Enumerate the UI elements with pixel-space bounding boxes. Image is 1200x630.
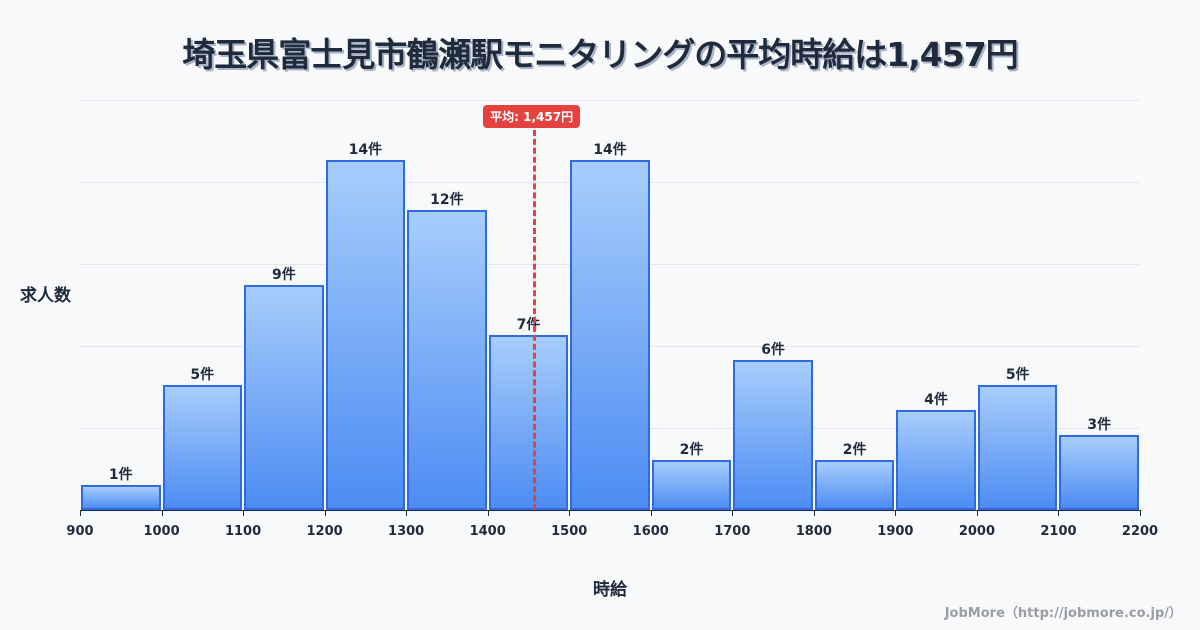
- x-tick: [813, 510, 815, 516]
- x-tick: [1140, 510, 1141, 516]
- x-tick: [1058, 510, 1060, 516]
- x-axis-line: [80, 510, 1140, 511]
- histogram-bar: [977, 385, 1058, 510]
- chart-title: 埼玉県富士見市鶴瀬駅モニタリングの平均時給は1,457円: [182, 35, 1018, 74]
- x-tick-label: 1200: [306, 524, 343, 539]
- x-tick-label: 1900: [877, 524, 914, 539]
- histogram-bar: [407, 210, 487, 510]
- x-tick-label: 2100: [1040, 524, 1077, 539]
- x-tick-label: 1000: [143, 524, 180, 539]
- x-tick: [487, 510, 489, 516]
- bar-value-label: 12件: [430, 192, 464, 208]
- histogram-bar: [814, 460, 895, 510]
- x-tick-label: 1800: [795, 524, 832, 539]
- histogram-bar: [488, 335, 569, 510]
- gridline: [80, 100, 1140, 101]
- y-axis-label: 求人数: [20, 286, 71, 306]
- x-tick-label: 900: [66, 524, 94, 539]
- histogram-bar: [325, 160, 406, 510]
- x-tick: [895, 510, 897, 516]
- source-credit: JobMore（http://jobmore.co.jp/）: [944, 606, 1182, 621]
- x-tick: [976, 510, 978, 516]
- x-tick: [243, 510, 245, 516]
- x-tick-label: 1100: [224, 524, 262, 539]
- histogram-bar: [81, 485, 161, 510]
- x-tick: [406, 510, 408, 516]
- bar-value-label: 5件: [190, 367, 215, 383]
- histogram-bar: [570, 160, 650, 510]
- plot-area: 1件 5件 9件 14件 12件 7件 14件 2件 6件 2件 4件 5件 3件: [80, 100, 1140, 510]
- bar-value-label: 2件: [842, 442, 867, 458]
- bar-value-label: 3件: [1087, 417, 1112, 433]
- histogram-bar: [244, 285, 324, 510]
- bar-value-label: 2件: [679, 442, 704, 458]
- bar-value-label: 6件: [761, 342, 785, 358]
- x-tick: [324, 510, 326, 516]
- bar-value-label: 14件: [593, 142, 627, 158]
- mean-line: [533, 130, 537, 510]
- x-tick-label: 1700: [714, 524, 751, 539]
- x-tick-label: 1300: [388, 524, 425, 539]
- x-tick: [569, 510, 571, 516]
- x-axis-label: 時給: [593, 580, 627, 600]
- bar-value-label: 5件: [1005, 367, 1030, 383]
- histogram-bar: [896, 410, 976, 510]
- x-tick: [732, 510, 734, 516]
- x-tick: [161, 510, 163, 516]
- histogram-bar: [162, 385, 243, 510]
- histogram-bar: [1059, 435, 1139, 510]
- x-tick: [650, 510, 652, 516]
- bar-value-label: 14件: [348, 142, 383, 158]
- bar-value-label: 1件: [108, 467, 133, 483]
- x-tick-label: 1500: [551, 524, 588, 539]
- histogram-bar: [651, 460, 732, 510]
- histogram-bar: [733, 360, 813, 510]
- mean-badge: 平均: 1,457円: [483, 105, 581, 128]
- bar-value-label: 4件: [924, 392, 949, 408]
- x-tick: [80, 510, 81, 516]
- x-tick-label: 2000: [958, 524, 996, 539]
- bar-value-label: 7件: [516, 317, 541, 333]
- bar-value-label: 9件: [271, 267, 296, 283]
- x-tick-label: 1600: [632, 524, 669, 539]
- x-tick-label: 1400: [469, 524, 506, 539]
- x-tick-label: 2200: [1121, 524, 1159, 539]
